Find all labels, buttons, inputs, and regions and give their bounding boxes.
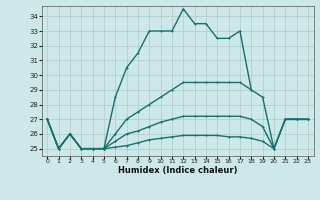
X-axis label: Humidex (Indice chaleur): Humidex (Indice chaleur) <box>118 166 237 175</box>
